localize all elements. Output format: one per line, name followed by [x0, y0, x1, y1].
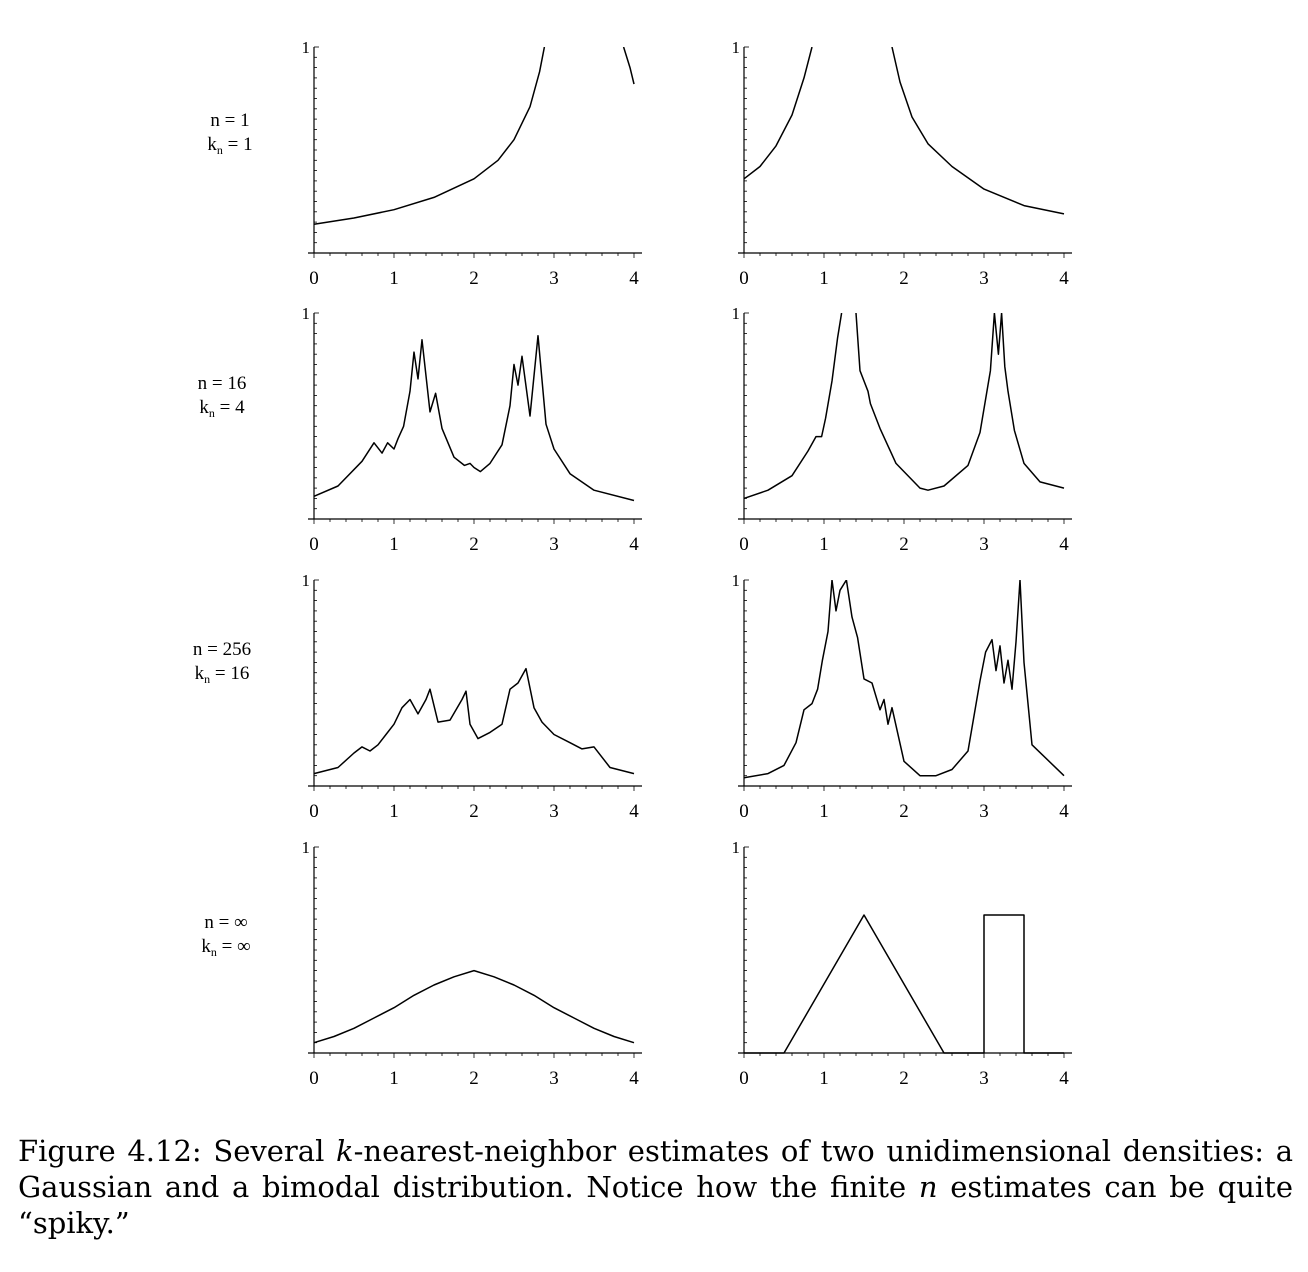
y-tick-label: 1	[302, 571, 311, 590]
x-tick-label: 0	[309, 268, 319, 289]
row-label-3: n = 256 kn = 16	[193, 639, 251, 686]
x-tick-label: 4	[1059, 534, 1069, 555]
x-tick-label: 4	[1059, 1068, 1069, 1089]
panel-row2-left: 0 1 2 3 4 1	[302, 304, 642, 555]
y-tick-label: 1	[732, 838, 741, 857]
panel-row2-right: 0 1 2 3 4 1	[732, 304, 1072, 555]
caption-k-symbol: k	[336, 1134, 354, 1168]
x-tick-label: 4	[629, 268, 639, 289]
x-tick-label: 2	[899, 1068, 909, 1089]
caption-label: Figure 4.12:	[18, 1134, 202, 1168]
row-label-1: n = 1 kn = 1	[207, 110, 252, 157]
x-tick-label: 1	[389, 534, 399, 555]
density-curve	[743, 313, 843, 500]
x-tick-label: 4	[629, 801, 639, 822]
caption-text-1: Several	[213, 1134, 325, 1168]
density-curve	[743, 47, 813, 180]
x-tick-label: 1	[389, 801, 399, 822]
x-tick-label: 0	[739, 268, 749, 289]
x-tick-label: 2	[899, 534, 909, 555]
x-tick-label: 1	[819, 1068, 829, 1089]
y-tick-label: 1	[732, 38, 741, 57]
n-label: n = 16	[198, 373, 247, 394]
x-tick-label: 3	[549, 534, 559, 555]
panel-row4-left: 0 1 2 3 4 1	[302, 838, 642, 1089]
x-tick-label: 4	[1059, 268, 1069, 289]
density-curve	[855, 313, 1065, 491]
x-tick-label: 0	[739, 801, 749, 822]
panel-row3-left: 0 1 2 3 4 1	[302, 571, 642, 822]
figure-caption: Figure 4.12: Several k-nearest-neighbor …	[18, 1133, 1293, 1241]
x-tick-label: 2	[469, 534, 479, 555]
x-tick-label: 1	[389, 1068, 399, 1089]
n-label: n = 256	[193, 639, 251, 660]
x-tick-label: 1	[819, 534, 829, 555]
x-tick-label: 0	[309, 1068, 319, 1089]
density-curve	[743, 580, 1065, 779]
k-label: kn = 4	[199, 397, 245, 420]
panel-row1-left: 0 1 2 3 4 1	[302, 38, 642, 289]
x-tick-label: 1	[819, 268, 829, 289]
x-tick-label: 2	[469, 268, 479, 289]
x-tick-label: 2	[469, 1068, 479, 1089]
panel-row3-right: 0 1 2 3 4 1	[732, 571, 1072, 822]
row-label-2: n = 16 kn = 4	[198, 373, 247, 420]
x-tick-label: 0	[739, 534, 749, 555]
x-tick-label: 2	[469, 801, 479, 822]
x-tick-label: 0	[309, 534, 319, 555]
y-tick-label: 1	[302, 838, 311, 857]
y-tick-label: 1	[732, 304, 741, 323]
figure-grid: 0 1 2 3 4 1 0 1 2 3 4 1 0 1 2 3 4 1 0 1 2 3 4 1 0 1 2 3 4 1 0 1 2 3 4 1 0 1 2 3…	[193, 38, 1072, 1089]
density-curve	[622, 47, 635, 85]
x-tick-label: 4	[1059, 801, 1069, 822]
panel-row4-right: 0 1 2 3 4 1	[732, 838, 1072, 1089]
y-tick-label: 1	[732, 571, 741, 590]
density-curve	[891, 47, 1065, 215]
x-tick-label: 1	[389, 268, 399, 289]
density-curve	[313, 47, 546, 225]
x-tick-label: 3	[979, 1068, 989, 1089]
k-label: kn = 1	[207, 134, 252, 157]
x-tick-label: 4	[629, 534, 639, 555]
x-tick-label: 0	[739, 1068, 749, 1089]
density-curve	[744, 914, 1064, 1054]
caption-n-symbol: n	[918, 1170, 938, 1204]
x-tick-label: 4	[629, 1068, 639, 1089]
caption-text-3: estimates can be quite “spiky.”	[18, 1170, 1293, 1240]
n-label: n = ∞	[204, 912, 247, 933]
x-tick-label: 3	[549, 801, 559, 822]
x-tick-label: 3	[549, 268, 559, 289]
row-label-4: n = ∞ kn = ∞	[201, 912, 250, 959]
x-tick-label: 1	[819, 801, 829, 822]
x-tick-label: 3	[979, 534, 989, 555]
density-curve	[313, 969, 635, 1044]
panel-row1-right: 0 1 2 3 4 1	[732, 38, 1072, 289]
x-tick-label: 2	[899, 801, 909, 822]
x-tick-label: 3	[549, 1068, 559, 1089]
x-tick-label: 0	[309, 801, 319, 822]
x-tick-label: 2	[899, 268, 909, 289]
y-tick-label: 1	[302, 304, 311, 323]
k-label: kn = ∞	[201, 936, 250, 959]
y-tick-label: 1	[302, 38, 311, 57]
caption-text-2: -nearest-neighbor estimates of two unidi…	[18, 1134, 1293, 1204]
x-tick-label: 3	[979, 268, 989, 289]
x-tick-label: 3	[979, 801, 989, 822]
n-label: n = 1	[210, 110, 249, 131]
k-label: kn = 16	[195, 663, 250, 686]
density-curve	[313, 334, 635, 502]
density-curve	[313, 667, 635, 775]
